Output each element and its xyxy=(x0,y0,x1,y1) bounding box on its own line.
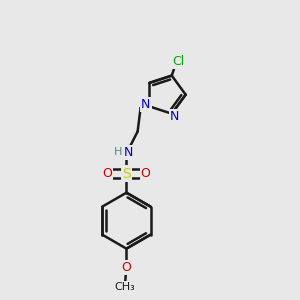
Text: O: O xyxy=(141,167,151,180)
Text: CH₃: CH₃ xyxy=(115,282,135,292)
Text: N: N xyxy=(170,110,179,123)
Text: N: N xyxy=(124,146,134,159)
Text: S: S xyxy=(122,167,131,181)
Text: O: O xyxy=(102,167,112,180)
Text: N: N xyxy=(141,98,151,111)
Text: H: H xyxy=(114,147,122,157)
Text: Cl: Cl xyxy=(173,55,185,68)
Text: O: O xyxy=(122,261,131,274)
